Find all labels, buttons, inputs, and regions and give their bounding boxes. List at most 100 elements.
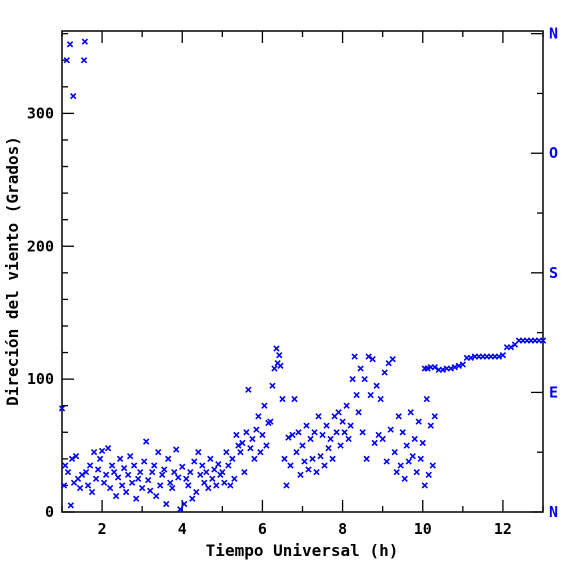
data-point [427,422,434,429]
data-point [223,449,230,456]
data-point [132,495,140,502]
data-point [229,455,236,463]
data-point [359,429,366,436]
data-point [317,453,324,460]
data-point [237,449,244,456]
data-point [381,369,388,376]
data-point [279,395,286,403]
data-point [429,462,436,469]
data-point [60,482,68,489]
data-point [287,462,294,469]
data-point [209,475,216,482]
data-point [379,435,386,443]
data-point [108,462,116,469]
data-point [283,482,290,489]
data-point [276,352,283,359]
data-point [179,463,186,470]
data-point [128,479,136,486]
data-point [227,482,234,489]
data-point [116,455,124,463]
data-point [369,356,376,363]
data-point [102,471,110,478]
data-point [399,429,406,436]
data-point [213,482,220,489]
data-point [149,468,156,476]
data-point [337,442,344,449]
data-point [349,375,356,383]
data-point [285,434,292,441]
data-point [191,458,198,465]
data-point [293,449,300,456]
data-point [373,382,380,389]
right-axis-label: N [549,503,558,521]
data-point [110,468,118,476]
data-point [267,418,274,425]
data-point [247,445,254,452]
data-point [539,337,547,344]
data-point [235,442,242,449]
data-point [305,466,312,473]
data-point [263,442,270,449]
data-point [62,462,69,469]
data-point [175,474,182,481]
data-point [143,438,150,445]
right-axis-label: N [549,25,558,43]
data-point [407,409,414,416]
data-point [311,429,318,436]
data-point [239,439,246,447]
data-point [82,468,90,476]
data-point [431,413,438,420]
data-point [403,442,410,449]
y-tick-label: 100 [27,370,54,388]
x-tick-label: 2 [98,520,107,538]
data-point [419,439,426,447]
data-point [415,418,422,425]
data-point [122,488,130,496]
data-point [299,442,306,449]
data-point [243,429,250,436]
data-point [157,482,164,489]
data-point [197,471,204,478]
data-point [353,391,360,399]
data-point [118,482,126,489]
data-point [67,502,74,509]
data-point [411,435,418,443]
data-point [253,426,260,433]
data-point [98,447,106,455]
data-point [92,475,100,482]
data-point [81,38,89,45]
data-point [327,435,334,443]
data-point [189,495,196,502]
data-point [136,468,144,476]
data-point [395,413,402,420]
data-point [391,449,398,456]
x-tick-label: 4 [178,520,187,538]
data-point [281,455,288,463]
data-point [401,475,408,482]
data-point [203,468,210,476]
data-point [425,471,432,478]
data-point [315,413,322,420]
data-point [88,488,96,496]
data-point [423,395,430,403]
data-point [257,449,264,456]
data-point [387,426,394,433]
data-point [249,435,256,443]
data-point [147,487,154,494]
data-point [94,466,102,473]
data-point [347,422,354,429]
data-point [219,468,226,476]
data-point [447,365,454,372]
data-point [66,41,74,48]
data-point [171,468,178,476]
data-point [393,468,400,476]
data-point [155,449,162,456]
data-point [329,455,336,463]
data-point [367,391,374,399]
data-point [277,362,284,370]
data-point [255,413,262,420]
data-point [72,453,80,460]
data-point [295,429,302,436]
data-point [271,365,278,372]
